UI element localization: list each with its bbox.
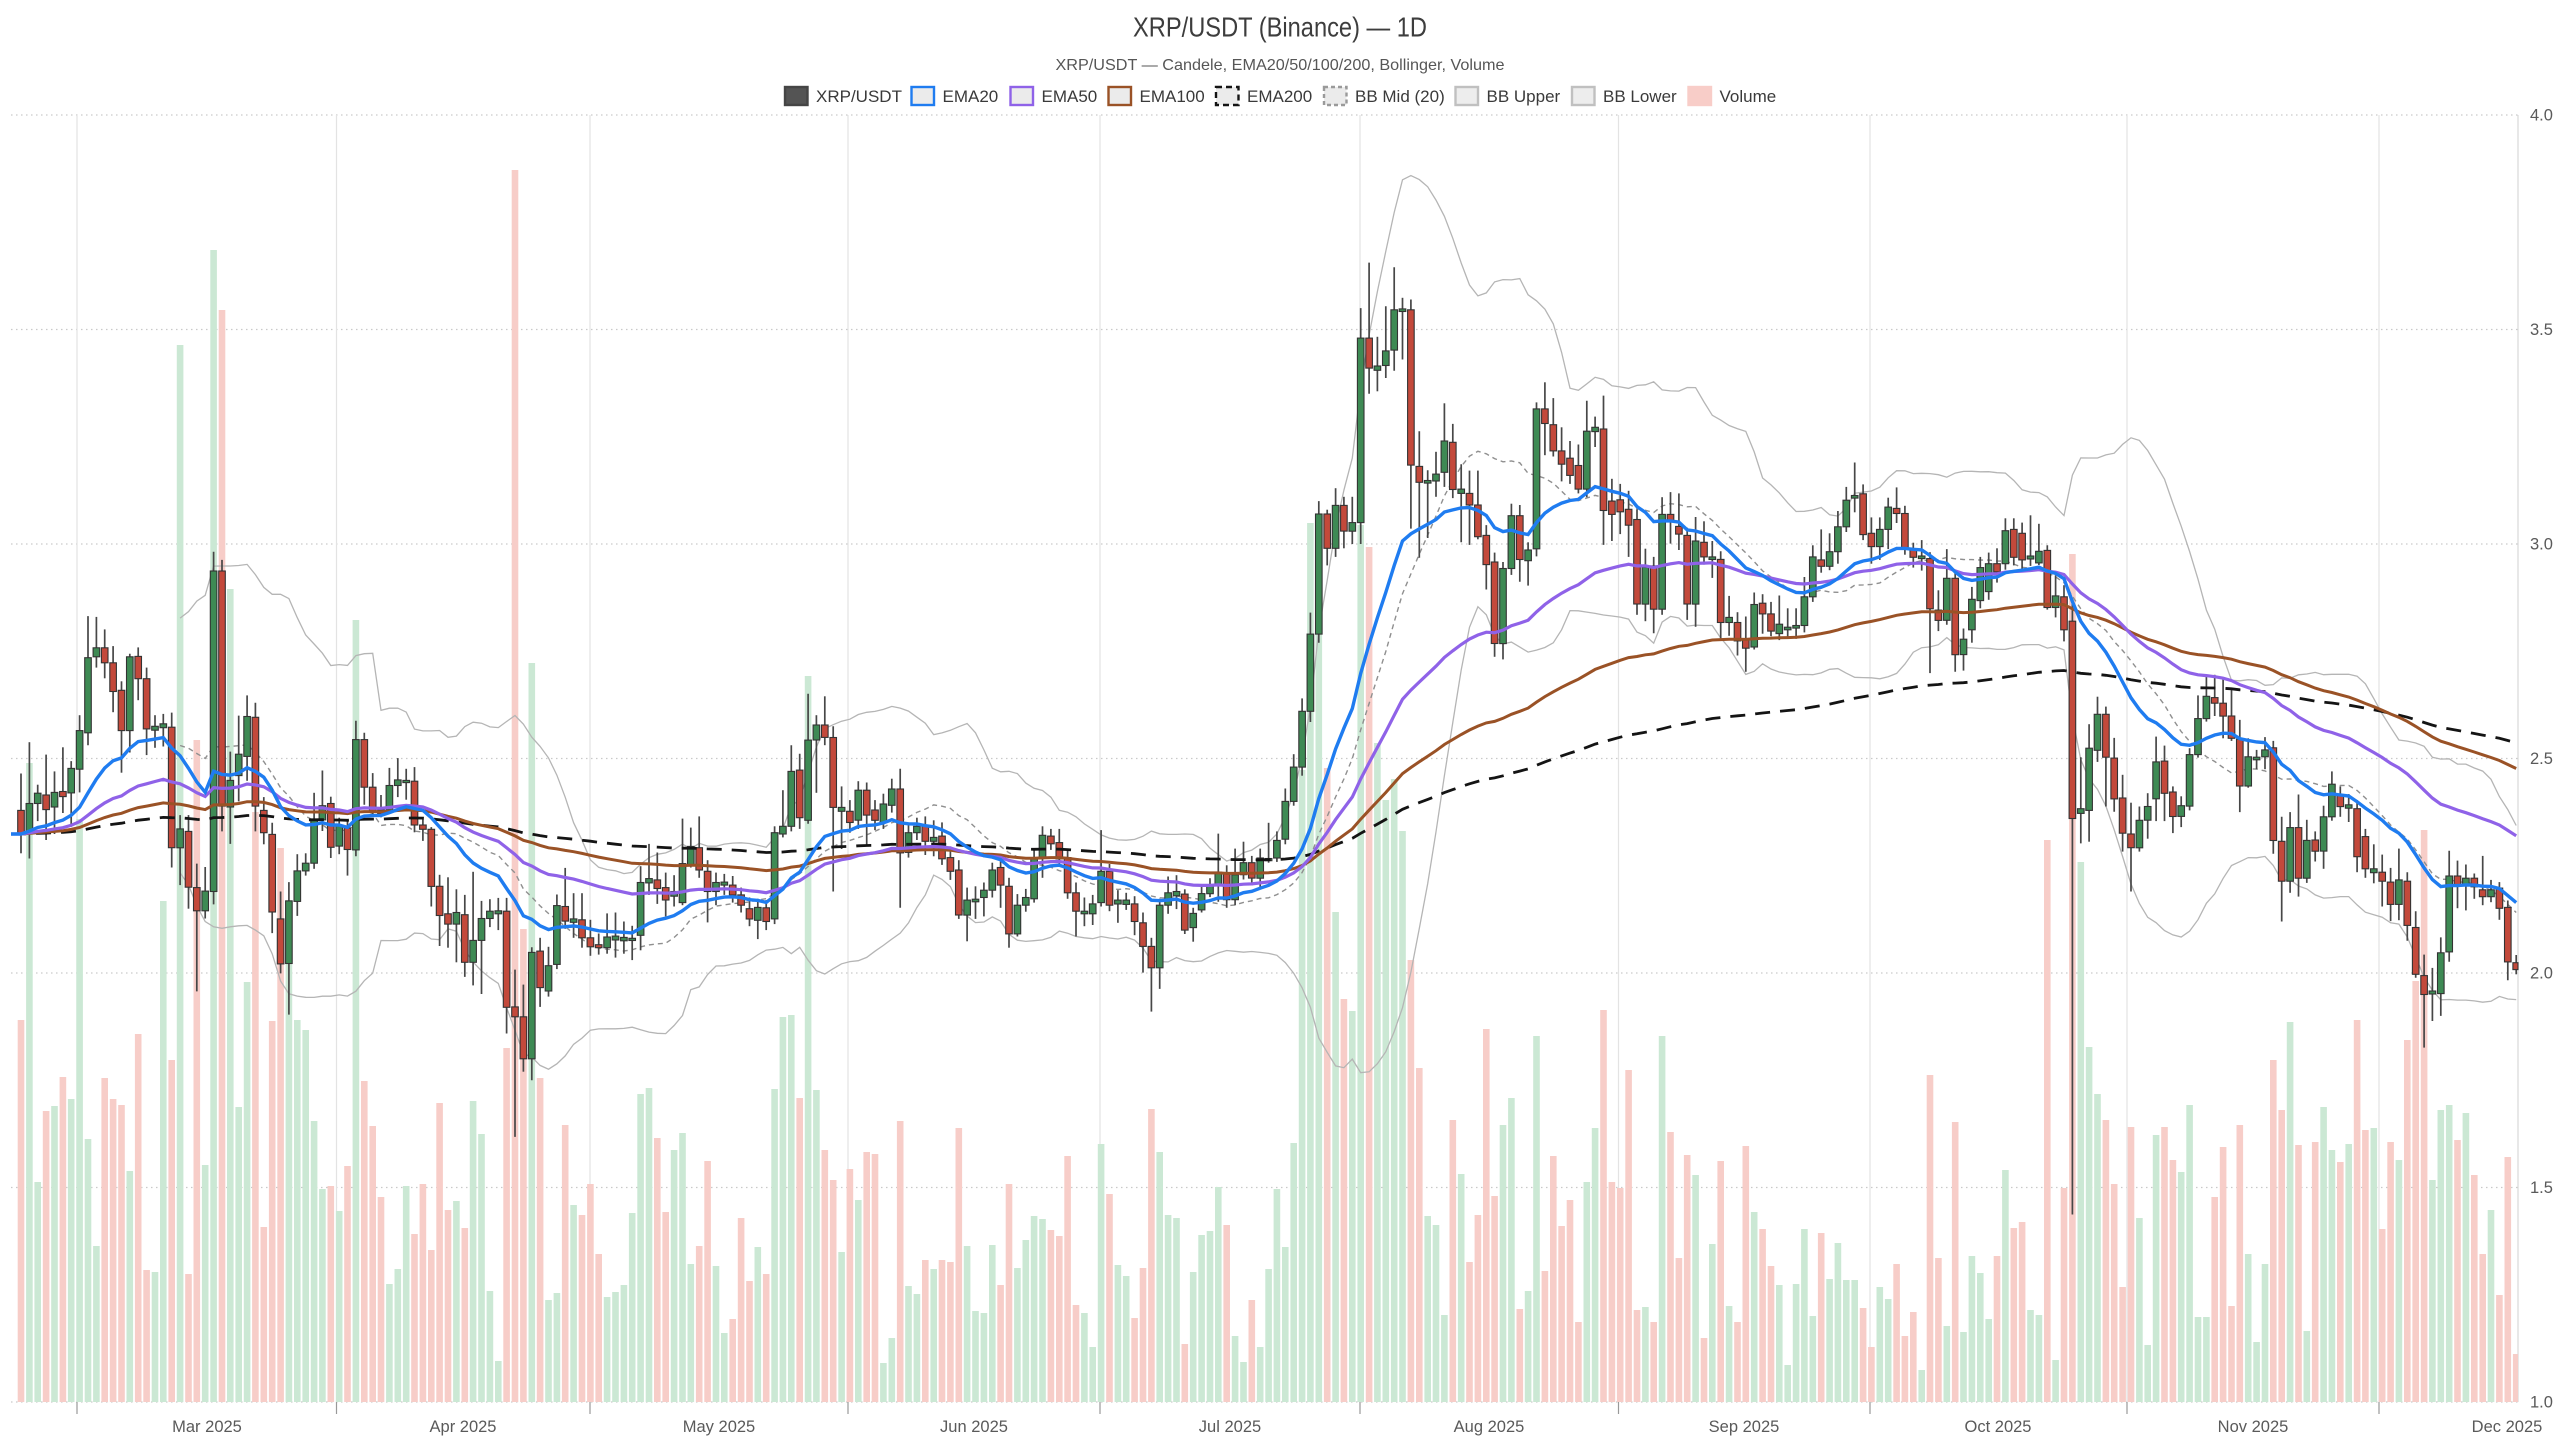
svg-text:XRP/USDT: XRP/USDT: [816, 87, 902, 106]
svg-text:May 2025: May 2025: [683, 1418, 755, 1436]
svg-text:EMA200: EMA200: [1247, 87, 1312, 106]
svg-text:XRP/USDT — Candele, EMA20/50/1: XRP/USDT — Candele, EMA20/50/100/200, Bo…: [1056, 57, 1505, 74]
svg-text:Aug 2025: Aug 2025: [1454, 1418, 1525, 1436]
svg-text:BB Mid (20): BB Mid (20): [1355, 87, 1445, 106]
svg-text:4.0: 4.0: [2530, 107, 2553, 125]
svg-text:3.5: 3.5: [2530, 321, 2553, 339]
svg-text:Apr 2025: Apr 2025: [430, 1418, 497, 1436]
svg-text:1.0: 1.0: [2530, 1394, 2553, 1412]
svg-text:Mar 2025: Mar 2025: [172, 1418, 242, 1436]
svg-text:Jun 2025: Jun 2025: [940, 1418, 1008, 1436]
svg-text:Oct 2025: Oct 2025: [1965, 1418, 2032, 1436]
svg-text:Dec 2025: Dec 2025: [2472, 1418, 2543, 1436]
svg-text:EMA100: EMA100: [1140, 87, 1205, 106]
svg-text:EMA50: EMA50: [1042, 87, 1098, 106]
svg-text:XRP/USDT (Binance) — 1D: XRP/USDT (Binance) — 1D: [1133, 12, 1427, 43]
svg-text:BB Upper: BB Upper: [1487, 87, 1561, 106]
svg-text:2.0: 2.0: [2530, 965, 2553, 983]
svg-text:Volume: Volume: [1720, 87, 1777, 106]
svg-text:Sep 2025: Sep 2025: [1709, 1418, 1780, 1436]
svg-text:Nov 2025: Nov 2025: [2218, 1418, 2289, 1436]
svg-text:EMA20: EMA20: [943, 87, 999, 106]
svg-text:3.0: 3.0: [2530, 536, 2553, 554]
svg-text:BB Lower: BB Lower: [1603, 87, 1677, 106]
svg-text:1.5: 1.5: [2530, 1179, 2553, 1197]
svg-text:2.5: 2.5: [2530, 750, 2553, 768]
svg-text:Jul 2025: Jul 2025: [1199, 1418, 1261, 1436]
